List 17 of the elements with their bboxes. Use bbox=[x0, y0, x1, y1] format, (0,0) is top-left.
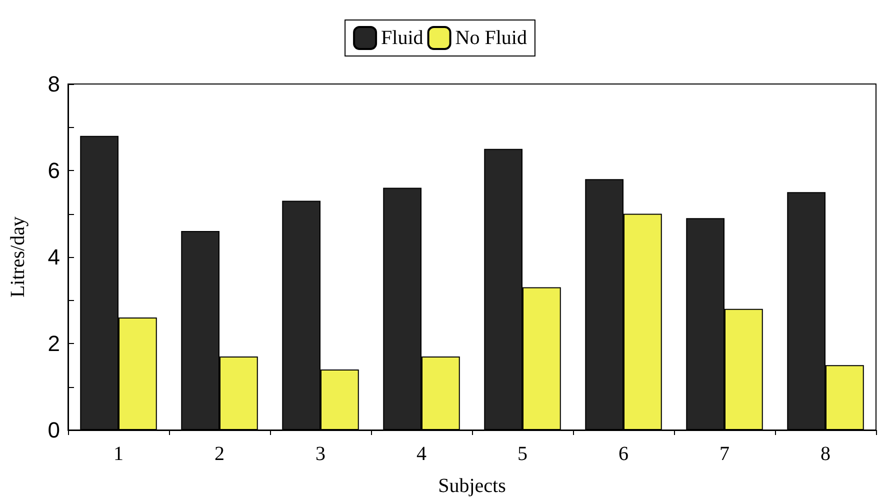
x-axis-title: Subjects bbox=[438, 475, 506, 497]
y-tick-label: 0 bbox=[48, 418, 60, 442]
x-tick-label: 6 bbox=[618, 443, 628, 465]
y-axis-title: Litres/day bbox=[7, 216, 29, 298]
y-tick-label: 8 bbox=[48, 72, 60, 96]
x-tick-label: 2 bbox=[214, 443, 224, 465]
x-tick-label: 7 bbox=[720, 443, 730, 465]
x-tick-label: 3 bbox=[316, 443, 326, 465]
x-tick-label: 1 bbox=[114, 443, 124, 465]
x-tick-label: 4 bbox=[416, 443, 426, 465]
x-tick-label: 5 bbox=[518, 443, 528, 465]
legend-label: No Fluid bbox=[455, 27, 527, 49]
y-tick-label: 2 bbox=[48, 331, 60, 356]
y-tick-label: 4 bbox=[48, 244, 60, 270]
legend-label: Fluid bbox=[381, 27, 424, 49]
y-tick-label: 6 bbox=[48, 158, 60, 183]
x-tick-label: 8 bbox=[820, 443, 830, 465]
